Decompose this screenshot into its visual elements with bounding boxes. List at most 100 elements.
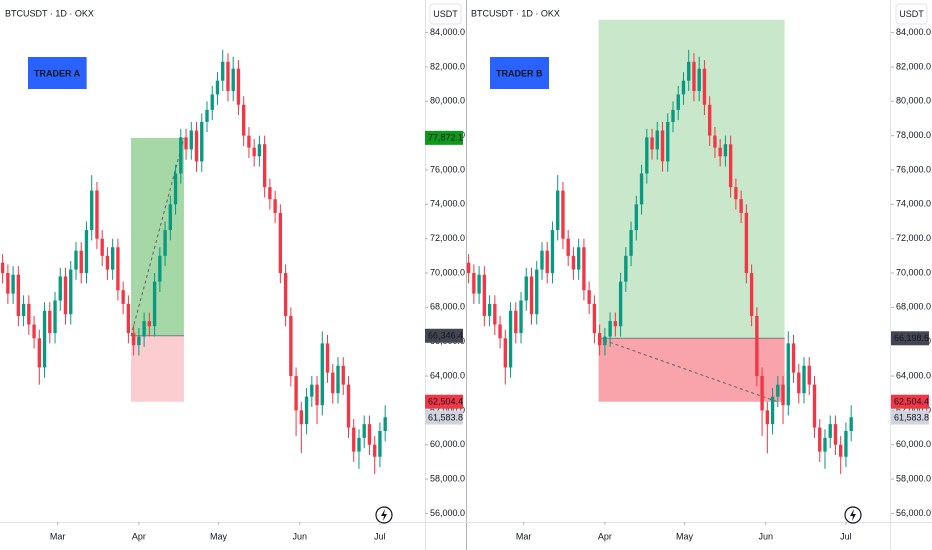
- candle-body: [53, 300, 57, 334]
- candle-body: [508, 310, 513, 368]
- candle-body: [839, 444, 843, 457]
- candle-body: [331, 372, 335, 394]
- candle-body: [362, 424, 366, 438]
- candle-body: [205, 109, 209, 122]
- y-tick-label: 78,000.0: [896, 130, 931, 140]
- replay-icon[interactable]: [844, 506, 862, 524]
- y-tick-label: 74,000.0: [430, 199, 465, 209]
- price-label-box: [425, 328, 463, 343]
- chart-title: BTCUSDT · 1D · OKX: [5, 8, 94, 18]
- candle-body: [320, 343, 324, 406]
- candle-body: [147, 321, 152, 327]
- candle-body: [105, 255, 110, 270]
- candle-body: [540, 250, 544, 270]
- price-label-box: [891, 394, 929, 409]
- candle-body: [629, 230, 633, 256]
- candle-body: [823, 437, 827, 452]
- candle-body: [278, 212, 283, 274]
- y-tick-label: 62,000.0: [896, 405, 931, 415]
- candle-body: [618, 281, 623, 327]
- y-tick-label: 72,000.0: [430, 233, 465, 243]
- y-tick-label: 82,000.0: [430, 61, 465, 71]
- x-tick-label: Jun: [758, 531, 773, 541]
- candle-body: [325, 343, 330, 373]
- candle-body: [231, 68, 235, 92]
- price-label: 62,504.4: [428, 397, 463, 407]
- candle-body: [37, 338, 41, 368]
- y-tick-label: 60,000.0: [430, 439, 465, 449]
- candle-body: [16, 274, 21, 316]
- x-tick-label: Jul: [374, 531, 386, 541]
- candle-body: [566, 238, 570, 256]
- stop-zone: [131, 335, 184, 402]
- candle-body: [545, 250, 549, 274]
- candle-body: [728, 144, 733, 188]
- candle-body: [42, 310, 47, 368]
- candle-body: [84, 230, 89, 274]
- candle-body: [215, 80, 220, 95]
- candle-body: [341, 365, 345, 385]
- replay-icon[interactable]: [375, 506, 393, 524]
- unit-box: [429, 3, 462, 25]
- candle-body: [152, 281, 157, 327]
- price-label: 61,583.8: [428, 412, 463, 422]
- candle-body: [493, 303, 497, 325]
- candle-body: [550, 230, 555, 274]
- x-tick-label: Mar: [516, 531, 532, 541]
- candle-body: [713, 135, 717, 148]
- candle-body: [676, 94, 680, 110]
- candle-body: [131, 333, 136, 346]
- candle-body: [289, 315, 293, 377]
- candle-body: [587, 290, 591, 304]
- candle-body: [137, 336, 141, 346]
- candle-body: [90, 190, 94, 231]
- x-tick-label: Jul: [840, 531, 852, 541]
- candle-body: [849, 417, 853, 431]
- candle-body: [273, 199, 277, 213]
- candle-body: [168, 204, 172, 231]
- candle-body: [367, 424, 372, 445]
- candle-body: [236, 68, 241, 105]
- y-tick-label: 58,000.0: [430, 473, 465, 483]
- candle-body: [482, 274, 487, 316]
- candle-body: [69, 269, 73, 315]
- candle-body: [100, 238, 104, 256]
- candle-body: [708, 104, 712, 136]
- y-tick-label: 58,000.0: [896, 473, 931, 483]
- candle-body: [336, 365, 340, 394]
- candle-body: [807, 365, 811, 385]
- y-tick-label: 80,000.0: [896, 96, 931, 106]
- candle-body: [126, 303, 131, 334]
- candle-body: [535, 269, 539, 315]
- y-tick-label: 70,000.0: [430, 267, 465, 277]
- candle-body: [639, 173, 644, 205]
- y-tick-label: 64,000.0: [896, 370, 931, 380]
- y-tick-label: 62,000.0: [430, 405, 465, 415]
- price-label: 61,583.8: [894, 412, 929, 422]
- price-label: 66,198.6: [894, 333, 929, 343]
- candle-body: [184, 137, 188, 150]
- price-label-box: [425, 130, 463, 145]
- candle-body: [828, 424, 832, 438]
- candle-body: [634, 204, 638, 231]
- candle-body: [21, 303, 26, 316]
- candle-body: [383, 417, 387, 431]
- candle-body: [681, 80, 686, 95]
- candle-body: [58, 276, 62, 301]
- candle-body: [121, 290, 125, 304]
- candle-body: [666, 121, 670, 162]
- candle-body: [27, 303, 31, 325]
- y-tick-label: 56,000.0: [430, 508, 465, 518]
- candle-body: [603, 336, 607, 346]
- y-tick-label: 64,000.0: [430, 370, 465, 380]
- candle-body: [734, 187, 738, 200]
- candle-body: [770, 396, 775, 425]
- candle-body: [797, 372, 801, 394]
- candle-body: [655, 130, 659, 150]
- x-tick-label: May: [676, 531, 694, 541]
- candle-body: [6, 273, 10, 294]
- candle-body: [519, 300, 523, 334]
- candle-body: [294, 376, 298, 411]
- y-tick-label: 74,000.0: [896, 199, 931, 209]
